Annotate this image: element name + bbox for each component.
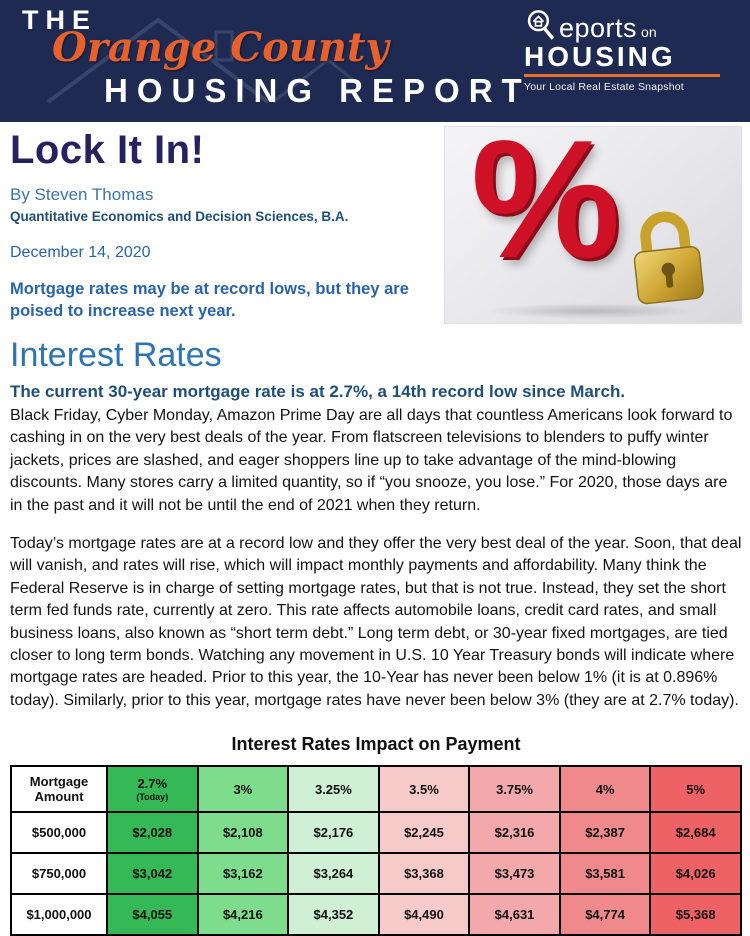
header-rate-3: 3% xyxy=(196,765,290,814)
payment-cell: $5,368 xyxy=(649,893,742,936)
header-rate-3-75: 3.75% xyxy=(468,765,561,814)
body-paragraph: Black Friday, Cyber Monday, Amazon Prime… xyxy=(10,407,733,514)
payment-cell: $4,055 xyxy=(106,893,199,936)
interest-rates-section: Interest Rates The current 30-year mortg… xyxy=(10,336,742,712)
article-date: December 14, 2020 xyxy=(10,244,151,261)
header-rate-2-7: 2.7% (Today) xyxy=(106,765,199,814)
payment-cell: $2,245 xyxy=(377,811,471,855)
payment-cell: $3,473 xyxy=(468,852,561,896)
payment-cell: $4,631 xyxy=(468,893,561,936)
payment-cell: $2,176 xyxy=(287,811,380,855)
section-lead: The current 30-year mortgage rate is at … xyxy=(10,382,626,401)
padlock-icon xyxy=(633,211,704,305)
payment-cell: $4,774 xyxy=(558,893,652,936)
payment-cell: $4,026 xyxy=(649,852,742,896)
magnifier-house-icon xyxy=(527,10,555,40)
masthead-script-title: Orange County xyxy=(52,24,389,71)
payment-cell: $3,162 xyxy=(196,852,290,896)
payment-cell: $2,684 xyxy=(649,811,742,855)
logo-on-text: on xyxy=(641,24,657,40)
hero-image: % xyxy=(444,126,742,324)
header-rate-3-25: 3.25% xyxy=(287,765,380,814)
payment-cell: $2,028 xyxy=(106,811,199,855)
payment-cell: $4,216 xyxy=(196,893,290,936)
payment-cell: $3,042 xyxy=(106,852,199,896)
header-rate-3-5: 3.5% xyxy=(377,765,471,814)
masthead-the: THE xyxy=(22,5,97,35)
payment-cell: $2,387 xyxy=(558,811,652,855)
payment-table-section: Interest Rates Impact on Payment Mortgag… xyxy=(10,734,742,936)
table-header-row: Mortgage Amount 2.7% (Today) 3% 3.25% 3.… xyxy=(10,765,742,814)
payment-cell: $2,316 xyxy=(468,811,561,855)
amount-label: $1,000,000 xyxy=(10,893,108,936)
masthead-banner: THE Orange County HOUSING REPORT eports … xyxy=(0,0,750,122)
amount-label: $750,000 xyxy=(10,852,108,896)
page-content: Lock It In! By Steven Thomas Quantitativ… xyxy=(0,122,750,936)
article-byline: By Steven Thomas xyxy=(10,185,154,204)
article-teaser: Mortgage rates may be at record lows, bu… xyxy=(10,280,409,321)
interest-rates-table: Mortgage Amount 2.7% (Today) 3% 3.25% 3.… xyxy=(10,765,742,936)
table-row: $1,000,000 $4,055 $4,216 $4,352 $4,490 $… xyxy=(10,893,742,936)
payment-cell: $3,264 xyxy=(287,852,380,896)
author-credentials: Quantitative Economics and Decision Scie… xyxy=(10,209,349,224)
header-rate-4: 4% xyxy=(558,765,652,814)
article-header-text: Lock It In! By Steven Thomas Quantitativ… xyxy=(10,126,444,323)
reports-on-housing-logo: eports on HOUSING Your Local Real Estate… xyxy=(524,8,736,93)
hero-ground-shadow xyxy=(485,303,695,319)
payment-cell: $3,368 xyxy=(377,852,471,896)
amount-label: $500,000 xyxy=(10,811,108,855)
logo-housing-text: HOUSING xyxy=(524,41,676,72)
table-row: $500,000 $2,028 $2,108 $2,176 $2,245 $2,… xyxy=(10,811,742,855)
logo-brand-row: eports on xyxy=(524,8,736,42)
payment-cell: $3,581 xyxy=(558,852,652,896)
logo-reports-text: eports xyxy=(559,13,638,43)
payment-cell: $4,352 xyxy=(287,893,380,936)
header-mortgage-amount: Mortgage Amount xyxy=(10,765,108,814)
table-title: Interest Rates Impact on Payment xyxy=(231,734,521,755)
today-note: (Today) xyxy=(136,792,169,803)
body-paragraph: Today’s mortgage rates are at a record l… xyxy=(10,535,742,709)
rate-label: 2.7% xyxy=(137,776,168,792)
payment-cell: $4,490 xyxy=(377,893,471,936)
section-heading: Interest Rates xyxy=(10,336,222,374)
house-outline-icon xyxy=(46,17,358,104)
logo-accent-line xyxy=(524,74,720,78)
percent-symbol: % xyxy=(471,126,621,293)
logo-tagline: Your Local Real Estate Snapshot xyxy=(524,81,684,94)
table-row: $750,000 $3,042 $3,162 $3,264 $3,368 $3,… xyxy=(10,852,742,896)
masthead-main-title: HOUSING REPORT xyxy=(104,72,531,109)
payment-cell: $2,108 xyxy=(196,811,290,855)
article-title: Lock It In! xyxy=(10,128,205,172)
header-rate-5: 5% xyxy=(649,765,742,814)
article-header-row: Lock It In! By Steven Thomas Quantitativ… xyxy=(10,126,742,324)
